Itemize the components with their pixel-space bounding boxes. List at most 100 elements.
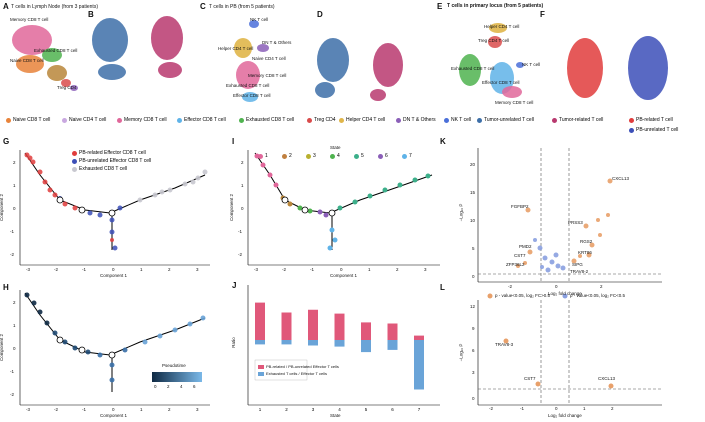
tick-y: 2	[241, 160, 244, 165]
j-bar-exhausted-ratio	[387, 340, 398, 350]
tick-y: 2	[13, 300, 16, 305]
umap-a-label: Memory CD8 T cell	[10, 17, 49, 22]
tick-x: -2	[54, 407, 59, 412]
tick-y: 1	[13, 183, 16, 188]
tick-y: -1	[10, 369, 15, 374]
legend-item: DN T & Others	[396, 117, 436, 123]
l-ytick: 9	[472, 326, 475, 331]
k-xtick: 0	[555, 284, 558, 289]
umap-e-label: Memory CD8 T cell	[495, 100, 534, 105]
panel-label-l: L	[440, 283, 445, 292]
umap-c-label: Helper CD4 T cell	[218, 46, 254, 51]
legend-i-title: State	[330, 145, 341, 150]
trajectory-h-plot	[19, 290, 210, 406]
legend-dot	[258, 153, 263, 159]
k-xtick: -2	[508, 284, 513, 289]
legend-dot	[444, 117, 449, 123]
l-xtick: 1	[583, 406, 586, 411]
legend-item: PB-related T cell	[629, 117, 673, 123]
k-gene-label: FGFBP2	[511, 204, 529, 209]
panel-label-g: G	[3, 137, 10, 146]
l-gene-label: TRAV8-3	[495, 342, 514, 347]
j-bar-exhausted-ratio	[308, 340, 318, 346]
umap-c-plot	[234, 20, 269, 102]
umap-c-label: NK T cell	[250, 17, 269, 22]
legend-dot	[72, 166, 77, 172]
j-bar-pb-ratio	[414, 335, 424, 340]
umap-e-label: Effector CD8 T cell	[482, 80, 520, 85]
tick-y: -1	[238, 229, 243, 234]
tick-x: 1	[140, 267, 143, 272]
umap-e-label: Treg CD4 T cell	[478, 38, 510, 43]
panel-label-b: B	[88, 10, 94, 19]
tick-x: 3	[196, 407, 199, 412]
panel-label-k: K	[440, 137, 446, 146]
legend-item: Treg CD4	[307, 117, 336, 123]
volcano-l-plot	[477, 293, 662, 406]
j-legend-swatch-2	[258, 372, 264, 376]
legend-dot	[330, 153, 335, 159]
k-gene-label: TRAV8-2	[570, 269, 589, 274]
tick-y: 1	[13, 323, 16, 328]
k-ytick: 5	[472, 246, 475, 251]
k-gene-label: PRSS3	[568, 220, 583, 225]
legend-item: Tumor-unrelated T cell	[477, 117, 534, 123]
k-gene-label: ZFP36L2	[506, 262, 525, 267]
j-tick-label: 7	[418, 407, 421, 412]
tick-y: 0	[241, 206, 244, 211]
l-ytick: 12	[470, 304, 476, 309]
k-gene-label: SIPG	[572, 262, 583, 267]
legend-dot	[629, 117, 634, 123]
l-gene-label: CXCL13	[598, 376, 616, 381]
pseudotime-tick: 2	[167, 384, 170, 389]
j-tick-label: 6	[391, 407, 394, 412]
l-xtick: 0	[555, 406, 558, 411]
umap-e-plot	[459, 23, 524, 98]
tick-x: 3	[424, 267, 427, 272]
j-legend-swatch-1	[258, 365, 264, 369]
tick-y: -2	[238, 252, 243, 257]
tick-x: 0	[340, 267, 343, 272]
pseudotime-tick: 4	[180, 384, 183, 389]
legend-i-item: 4	[330, 153, 340, 159]
tick-x: -2	[54, 267, 59, 272]
l-xtick: 2	[611, 406, 614, 411]
legend-i-item: 5	[354, 153, 364, 159]
axis-label-y-h: Component 2	[0, 334, 5, 362]
legend-item: Memory CD8 T cell	[117, 117, 167, 123]
legend-i-item: 1	[258, 153, 268, 159]
panel-label-h: H	[3, 283, 9, 292]
k-gene-label: CXCL13	[612, 176, 630, 181]
j-bar-pb-ratio	[361, 322, 371, 340]
legend-i-item: 7	[402, 153, 412, 159]
title-e: T cells in primary locus (from 5 patient…	[447, 3, 544, 9]
k-ytick: 0	[472, 274, 475, 279]
tick-x: 2	[396, 267, 399, 272]
legend-dot	[396, 117, 401, 123]
panel-label-f: F	[540, 10, 545, 19]
trajectory-i-plot	[247, 150, 440, 266]
k-gene-label: RGS2	[580, 239, 593, 244]
l-xtick: -2	[489, 406, 494, 411]
legend-item: Effector CD8 T cell	[177, 117, 226, 123]
j-ylabel: Ratio	[230, 337, 236, 348]
panel-label-c: C	[200, 2, 206, 11]
umap-c-label: Effector CD8 T cell	[233, 93, 271, 98]
legend-dot	[629, 127, 634, 133]
tick-x: 0	[112, 267, 115, 272]
tick-x: -1	[82, 267, 87, 272]
tick-y: -2	[10, 392, 15, 397]
legend-dot	[477, 117, 482, 123]
tick-x: 2	[168, 267, 171, 272]
tick-x: 1	[368, 267, 371, 272]
tick-y: -2	[10, 252, 15, 257]
legend-dot	[6, 117, 11, 123]
j-tick-label: 3	[312, 407, 315, 412]
panel-label-j: J	[232, 281, 237, 290]
axis-label-y-g: Component 2	[0, 194, 5, 222]
axis-label-x-i: Component 1	[330, 273, 358, 278]
legend-item: Tumor-related T cell	[552, 117, 603, 123]
panel-label-a: A	[3, 2, 9, 11]
umap-c-label: Naive CD4 T cell	[252, 56, 286, 61]
l-legend-label: p - value<0.05, log₂ FC>0.5	[495, 293, 551, 298]
